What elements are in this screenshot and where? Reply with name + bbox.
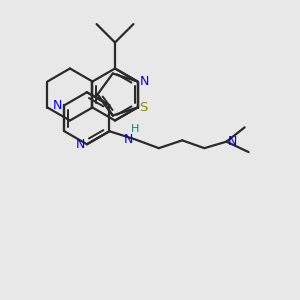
Text: S: S	[140, 101, 148, 114]
Text: N: N	[53, 99, 62, 112]
Text: H: H	[131, 124, 139, 134]
Text: N: N	[76, 138, 85, 151]
Text: N: N	[140, 75, 149, 88]
Text: N: N	[227, 135, 237, 148]
Text: N: N	[124, 133, 133, 146]
